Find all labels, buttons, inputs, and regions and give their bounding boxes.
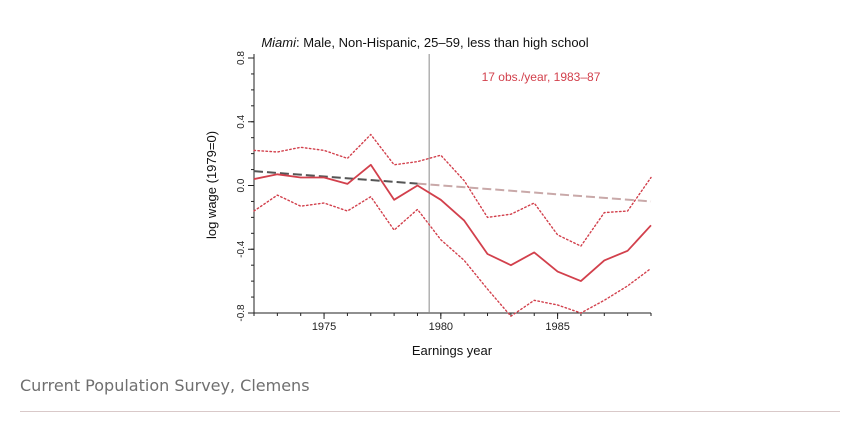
annotation: 17 obs./year, 1983–87 (482, 70, 601, 84)
x-tick-label: 1985 (545, 321, 569, 333)
divider (20, 411, 840, 412)
trend-line-pre1980 (253, 170, 418, 185)
chart-title: Miami: Male, Non-Hispanic, 25–59, less t… (261, 35, 588, 50)
chart: Miami: Male, Non-Hispanic, 25–59, less t… (204, 35, 652, 358)
y-axis-label: log wage (1979=0) (204, 131, 219, 239)
chart-title-rest: : Male, Non-Hispanic, 25–59, less than h… (296, 35, 589, 50)
x-tick-label: 1975 (312, 321, 336, 333)
y-tick-label: -0.8 (236, 304, 247, 322)
series-upper-ci (253, 133, 652, 247)
y-tick-label: 0.4 (236, 114, 247, 128)
y-tick-label: 0.0 (236, 178, 247, 192)
y-tick-label: -0.4 (236, 240, 247, 258)
series-lower-ci (253, 194, 652, 317)
chart-title-city: Miami (261, 35, 297, 50)
x-axis-label: Earnings year (412, 343, 493, 358)
trend-line-post1980 (417, 182, 652, 203)
series-log-wage (253, 163, 652, 283)
figure-caption: Current Population Survey, Clemens (20, 376, 310, 395)
y-tick-label: 0.8 (236, 51, 247, 65)
x-tick-label: 1980 (429, 321, 453, 333)
plot-area: 0.8 0.4 0.0 -0.4 -0.8 1975 1980 1985 (236, 51, 652, 333)
